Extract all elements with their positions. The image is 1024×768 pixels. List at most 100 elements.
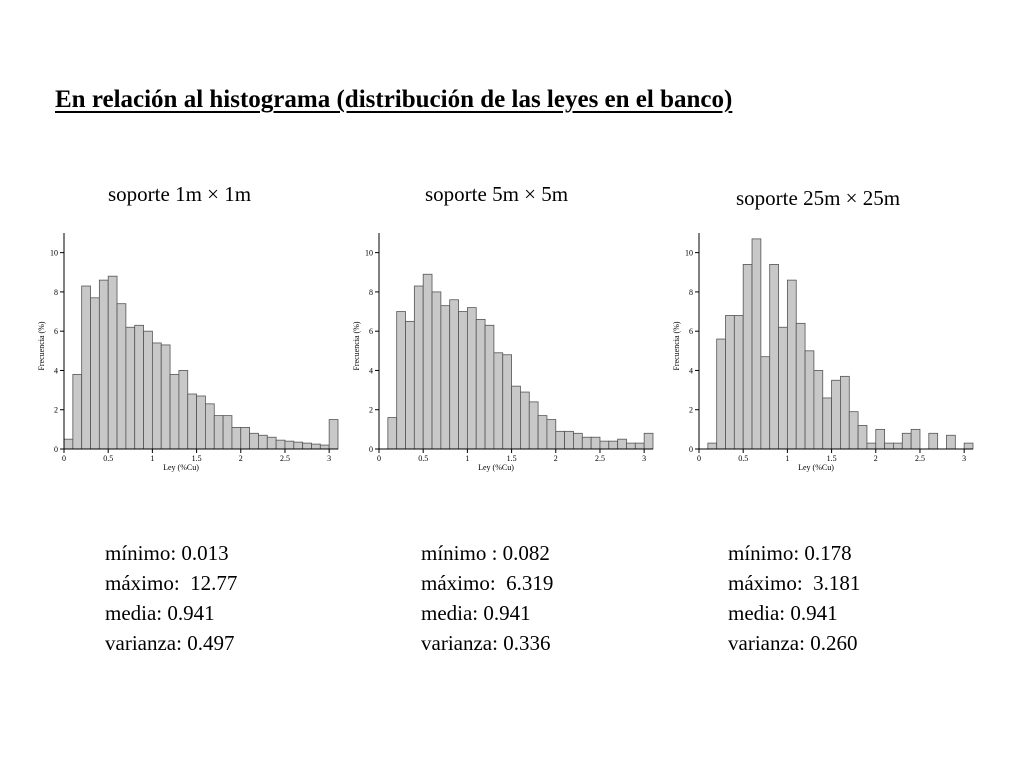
histogram-bar bbox=[125, 326, 136, 450]
x-axis-label: Ley (%Cu) bbox=[798, 463, 834, 472]
histogram-bar bbox=[875, 428, 886, 450]
histogram-bar bbox=[884, 442, 894, 450]
x-tick-label: 1 bbox=[785, 454, 789, 463]
histogram-bar bbox=[564, 430, 574, 450]
stats-block-3: mínimo: 0.178 máximo: 3.181 media: 0.941… bbox=[728, 538, 860, 658]
y-tick-label: 2 bbox=[369, 406, 373, 415]
histogram-bar bbox=[511, 385, 521, 450]
histogram-bar bbox=[528, 401, 539, 450]
histogram-bar bbox=[134, 324, 144, 450]
histogram-bar bbox=[293, 441, 304, 450]
stat-min: mínimo: 0.178 bbox=[728, 541, 852, 565]
histogram-bar bbox=[311, 443, 321, 450]
histogram-bar bbox=[187, 393, 197, 450]
histogram-bar bbox=[599, 440, 610, 450]
y-tick-label: 10 bbox=[365, 249, 373, 258]
y-tick-label: 0 bbox=[54, 445, 58, 454]
histogram-bar bbox=[626, 442, 636, 450]
histogram-bar bbox=[107, 275, 118, 450]
histogram-bar bbox=[222, 415, 233, 450]
stat-mean: media: 0.941 bbox=[728, 601, 838, 625]
histogram-bar bbox=[786, 279, 797, 450]
histogram-bar bbox=[213, 415, 224, 450]
histogram-bar bbox=[328, 419, 339, 450]
histogram-bar bbox=[608, 440, 619, 450]
histogram-bar bbox=[760, 356, 771, 450]
y-tick-label: 10 bbox=[685, 249, 693, 258]
histogram-bar bbox=[910, 428, 921, 450]
histogram-bar bbox=[240, 426, 251, 450]
x-axis-label: Ley (%Cu) bbox=[163, 463, 199, 472]
histogram-bar bbox=[493, 352, 504, 450]
histogram-bar bbox=[617, 438, 627, 450]
histogram-bar bbox=[405, 320, 415, 450]
y-tick-label: 8 bbox=[369, 288, 373, 297]
y-tick-label: 0 bbox=[369, 445, 373, 454]
histogram-bar bbox=[196, 395, 206, 450]
histogram-bar bbox=[302, 442, 312, 450]
y-tick-label: 8 bbox=[54, 288, 58, 297]
x-tick-label: 2.5 bbox=[595, 454, 605, 463]
histogram-bar bbox=[751, 238, 762, 450]
x-tick-label: 0 bbox=[62, 454, 66, 463]
histogram-bar bbox=[466, 307, 477, 450]
stat-max: máximo: 6.319 bbox=[421, 571, 554, 595]
histogram-bar bbox=[813, 370, 824, 450]
histogram-bar bbox=[143, 330, 153, 450]
x-tick-label: 1.5 bbox=[192, 454, 202, 463]
x-tick-label: 1 bbox=[150, 454, 154, 463]
histogram-bar bbox=[893, 442, 903, 450]
x-tick-label: 0 bbox=[377, 454, 381, 463]
stat-mean: media: 0.941 bbox=[105, 601, 215, 625]
y-tick-label: 6 bbox=[689, 327, 693, 336]
histogram-bar bbox=[634, 442, 645, 450]
y-tick-label: 4 bbox=[689, 366, 693, 375]
x-tick-label: 3 bbox=[327, 454, 331, 463]
x-tick-label: 0.5 bbox=[103, 454, 113, 463]
x-tick-label: 1 bbox=[465, 454, 469, 463]
histogram-bar bbox=[169, 373, 180, 450]
x-axis-label: Ley (%Cu) bbox=[478, 463, 514, 472]
x-tick-label: 1.5 bbox=[507, 454, 517, 463]
histogram-bar bbox=[266, 436, 277, 450]
histogram-bar bbox=[742, 264, 753, 450]
histogram-bar bbox=[160, 344, 171, 450]
slide-title: En relación al histograma (distribución … bbox=[55, 86, 733, 113]
y-tick-label: 2 bbox=[54, 406, 58, 415]
y-axis-label: Frecuencia (%) bbox=[352, 321, 361, 370]
histogram-bar bbox=[275, 439, 286, 450]
histogram-bar bbox=[857, 425, 868, 450]
histogram-bar bbox=[449, 299, 459, 450]
x-tick-label: 3 bbox=[962, 454, 966, 463]
y-tick-label: 4 bbox=[54, 366, 58, 375]
histogram-bar bbox=[643, 432, 654, 450]
histogram-bar bbox=[866, 442, 877, 450]
histogram-bar bbox=[81, 285, 91, 450]
histogram-bar bbox=[573, 432, 583, 450]
histogram-bar bbox=[63, 438, 74, 450]
histogram-bar bbox=[431, 291, 442, 450]
histogram-bar bbox=[581, 436, 592, 450]
histogram-bar bbox=[769, 264, 779, 450]
histogram-bar bbox=[231, 426, 242, 450]
histogram-bar bbox=[422, 273, 433, 450]
histogram-bar bbox=[822, 397, 832, 450]
panel-title-3: soporte 25m × 25m bbox=[736, 186, 901, 210]
histogram-bar bbox=[963, 442, 974, 450]
y-tick-label: 6 bbox=[369, 327, 373, 336]
histogram-bar bbox=[716, 338, 726, 450]
histogram-bar bbox=[72, 373, 83, 450]
histogram-chart-2: 0 0.5 1 1.5 2 2.5 3 0 2 4 6 8 10 Ley (%Cu) Frecuencia … bbox=[352, 233, 654, 472]
x-tick-label: 2 bbox=[554, 454, 558, 463]
histogram-bar bbox=[116, 303, 127, 450]
histogram-bar bbox=[484, 324, 495, 450]
histogram-bar bbox=[475, 319, 486, 450]
histogram-bar bbox=[90, 297, 100, 450]
histogram-bar bbox=[946, 434, 956, 450]
histogram-bar bbox=[284, 440, 295, 450]
histogram-bar bbox=[848, 411, 859, 450]
x-tick-label: 0 bbox=[697, 454, 701, 463]
x-tick-label: 3 bbox=[642, 454, 646, 463]
histogram-bar bbox=[840, 375, 850, 450]
y-tick-label: 8 bbox=[689, 288, 693, 297]
